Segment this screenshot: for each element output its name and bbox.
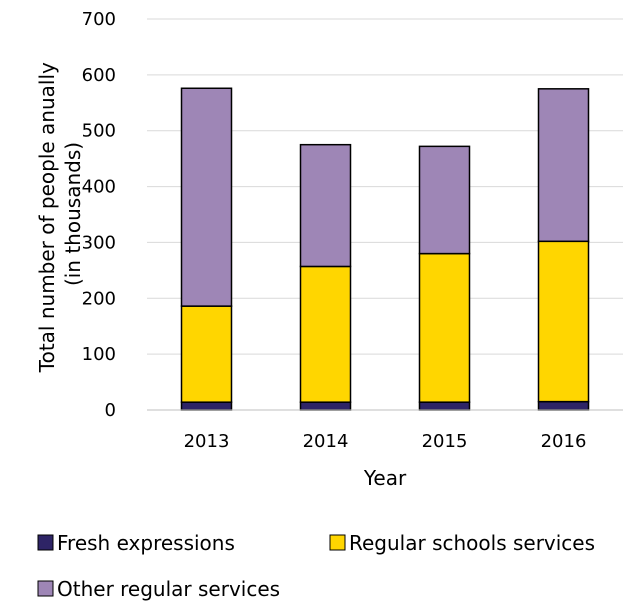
y-tick-labels: 0 100 200 300 400 500 600 700 xyxy=(82,9,116,421)
x-tick-label: 2013 xyxy=(184,431,230,452)
legend-swatch xyxy=(37,534,54,551)
y-tick-label: 400 xyxy=(82,177,116,198)
legend-item: Other regular services xyxy=(37,577,280,601)
y-axis-title: Total number of people anually (in thous… xyxy=(35,56,85,373)
y-axis-title-line-2: (in thousands) xyxy=(61,142,85,286)
bar-segment xyxy=(180,87,233,307)
bar-segment xyxy=(299,143,352,268)
legend-label: Regular schools services xyxy=(349,531,595,555)
legend-swatch xyxy=(37,580,54,597)
legend-item: Fresh expressions xyxy=(37,531,235,555)
x-tick-label: 2016 xyxy=(541,431,587,452)
legend-label: Other regular services xyxy=(57,577,280,601)
bar-segment xyxy=(418,145,471,255)
legend: Fresh expressions Regular schools service… xyxy=(37,531,595,601)
bar-segment xyxy=(418,252,471,403)
bar-segment xyxy=(537,88,590,243)
x-axis-title: Year xyxy=(363,466,407,490)
bar-segment xyxy=(537,400,590,411)
bar-segment xyxy=(299,401,352,411)
legend-label: Fresh expressions xyxy=(57,531,235,555)
y-tick-label: 300 xyxy=(82,232,116,253)
bar-segment xyxy=(537,240,590,403)
x-tick-label: 2015 xyxy=(422,431,468,452)
bar-segment xyxy=(180,305,233,403)
x-tick-label: 2014 xyxy=(303,431,349,452)
y-axis-title-line-1: Total number of people anually xyxy=(35,62,59,373)
y-tick-label: 500 xyxy=(82,121,116,142)
bar-segment xyxy=(180,401,233,411)
bars xyxy=(180,87,590,411)
y-tick-label: 200 xyxy=(82,288,116,309)
x-tick-labels: 2013 2014 2015 2016 xyxy=(184,431,587,452)
legend-item: Regular schools services xyxy=(329,531,595,555)
legend-swatch xyxy=(329,534,346,551)
bar-segment xyxy=(299,265,352,403)
y-tick-label: 100 xyxy=(82,344,116,365)
bar-segment xyxy=(418,401,471,411)
y-tick-label: 600 xyxy=(82,65,116,86)
y-tick-label: 0 xyxy=(105,400,116,421)
y-tick-label: 700 xyxy=(82,9,116,30)
